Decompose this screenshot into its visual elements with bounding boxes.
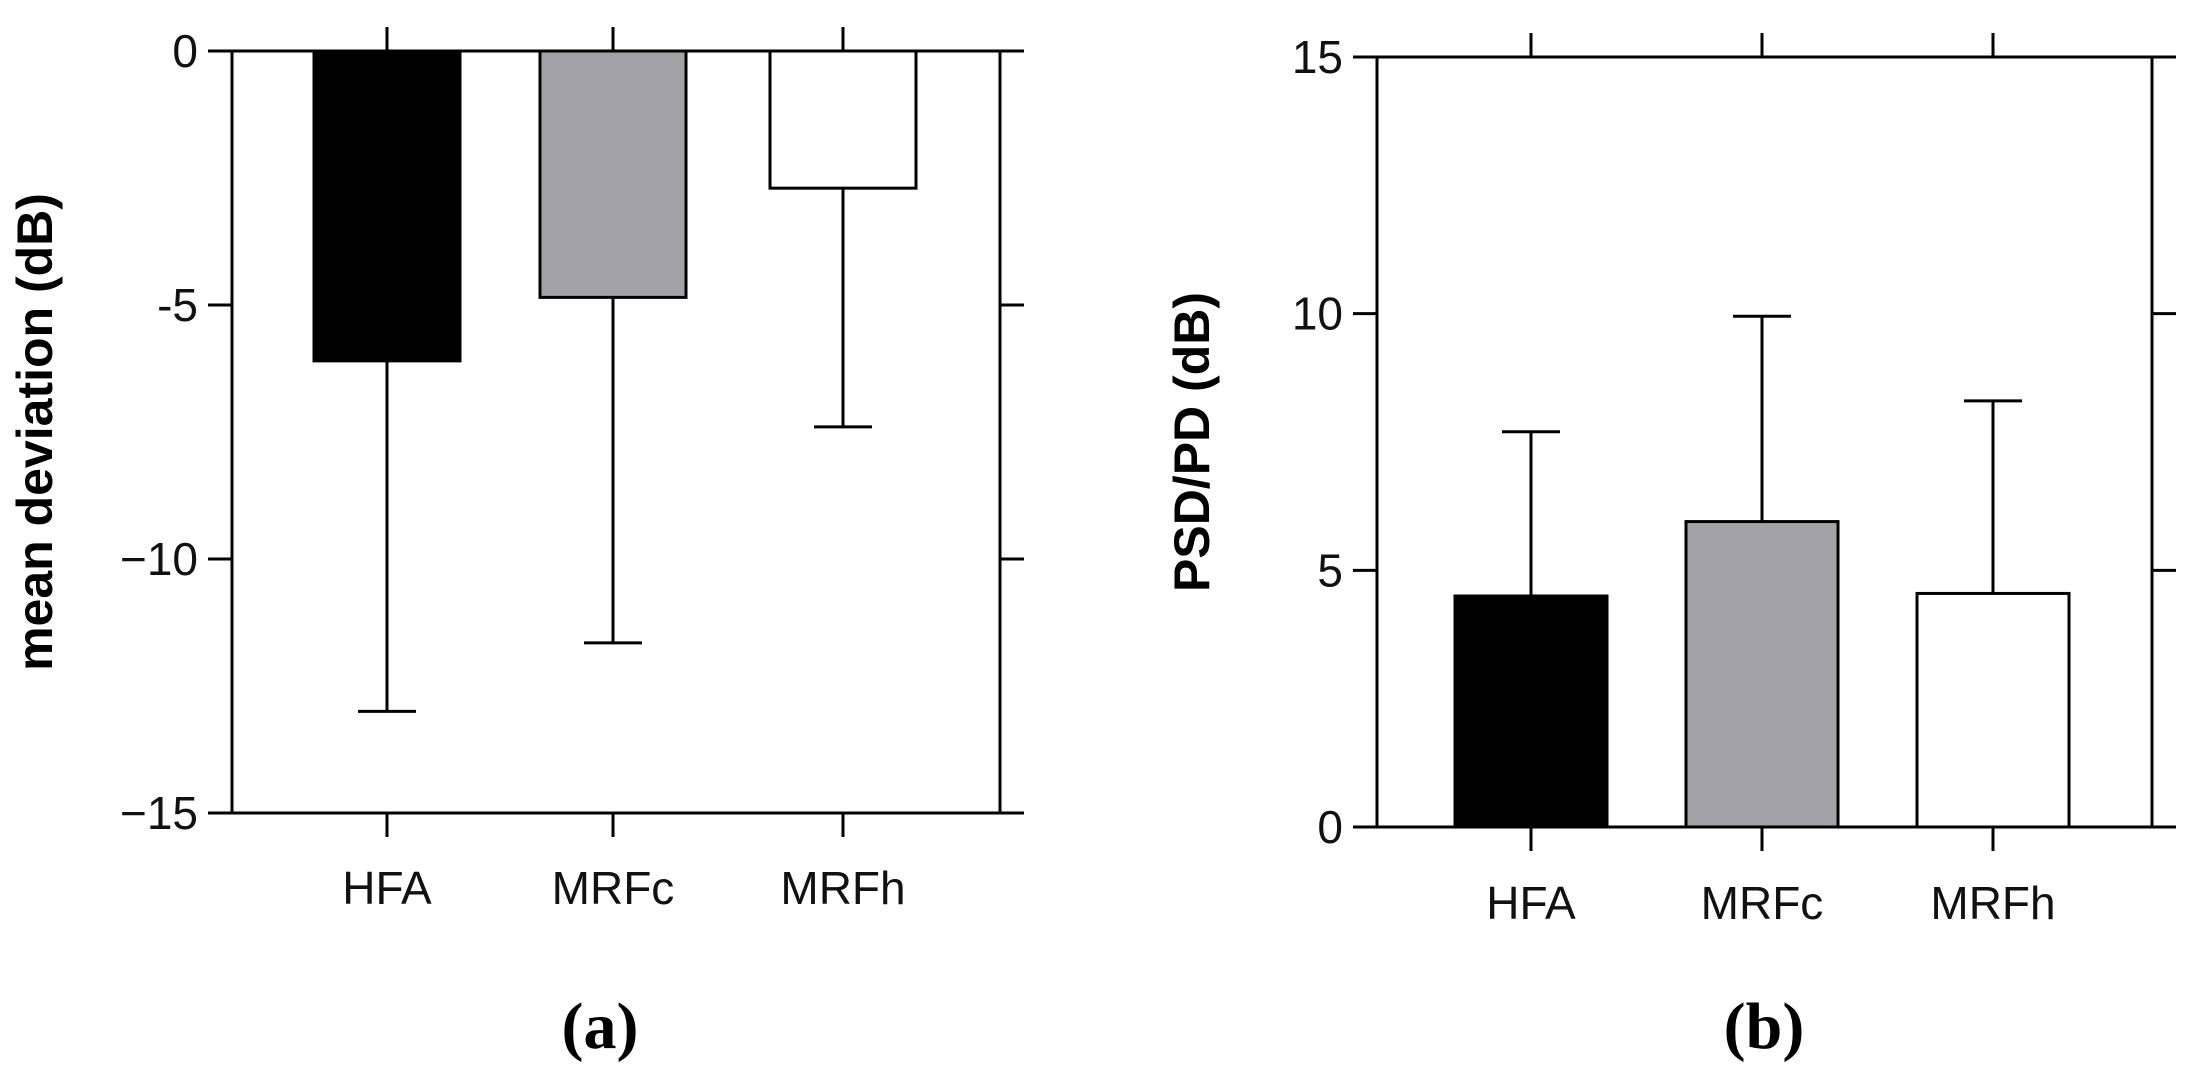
panel-label: (b) (1724, 990, 1805, 1063)
y-tick-label: −10 (120, 533, 198, 585)
x-tick-label: HFA (342, 862, 432, 914)
bar-mrfh (768, 49, 918, 190)
y-tick-label: 0 (172, 25, 198, 77)
x-tick-label: HFA (1486, 877, 1576, 929)
bar-mrfh (1915, 591, 2071, 829)
panel-label: (a) (562, 990, 639, 1063)
bar-hfa (312, 49, 462, 363)
x-tick-label: MRFc (552, 862, 675, 914)
y-tick-label: 15 (1292, 31, 1343, 83)
x-tick-label: MRFc (1701, 877, 1824, 929)
y-tick-label: −15 (120, 787, 198, 839)
bar-mrfc (1684, 520, 1840, 829)
y-tick-label: 5 (1317, 544, 1343, 596)
y-tick-label: 0 (1317, 801, 1343, 853)
x-tick-label: MRFh (1930, 877, 2055, 929)
y-axis-title: mean deviation (dB) (7, 193, 63, 671)
bar-hfa (1453, 594, 1609, 829)
y-axis-title: PSD/PD (dB) (1164, 292, 1220, 592)
y-tick-label: 10 (1292, 288, 1343, 340)
panel-a-chart: 0 -5 −10 −15 HFA MRFc MRFh mean deviation (dB) (… (7, 25, 1024, 1063)
y-tick-label: -5 (157, 279, 198, 331)
x-tick-label: MRFh (780, 862, 905, 914)
panel-b-chart: 0 5 10 15 HFA MRFc MRFh PSD/PD (dB) (b) (1164, 31, 2176, 1063)
bar-mrfc (538, 49, 688, 299)
